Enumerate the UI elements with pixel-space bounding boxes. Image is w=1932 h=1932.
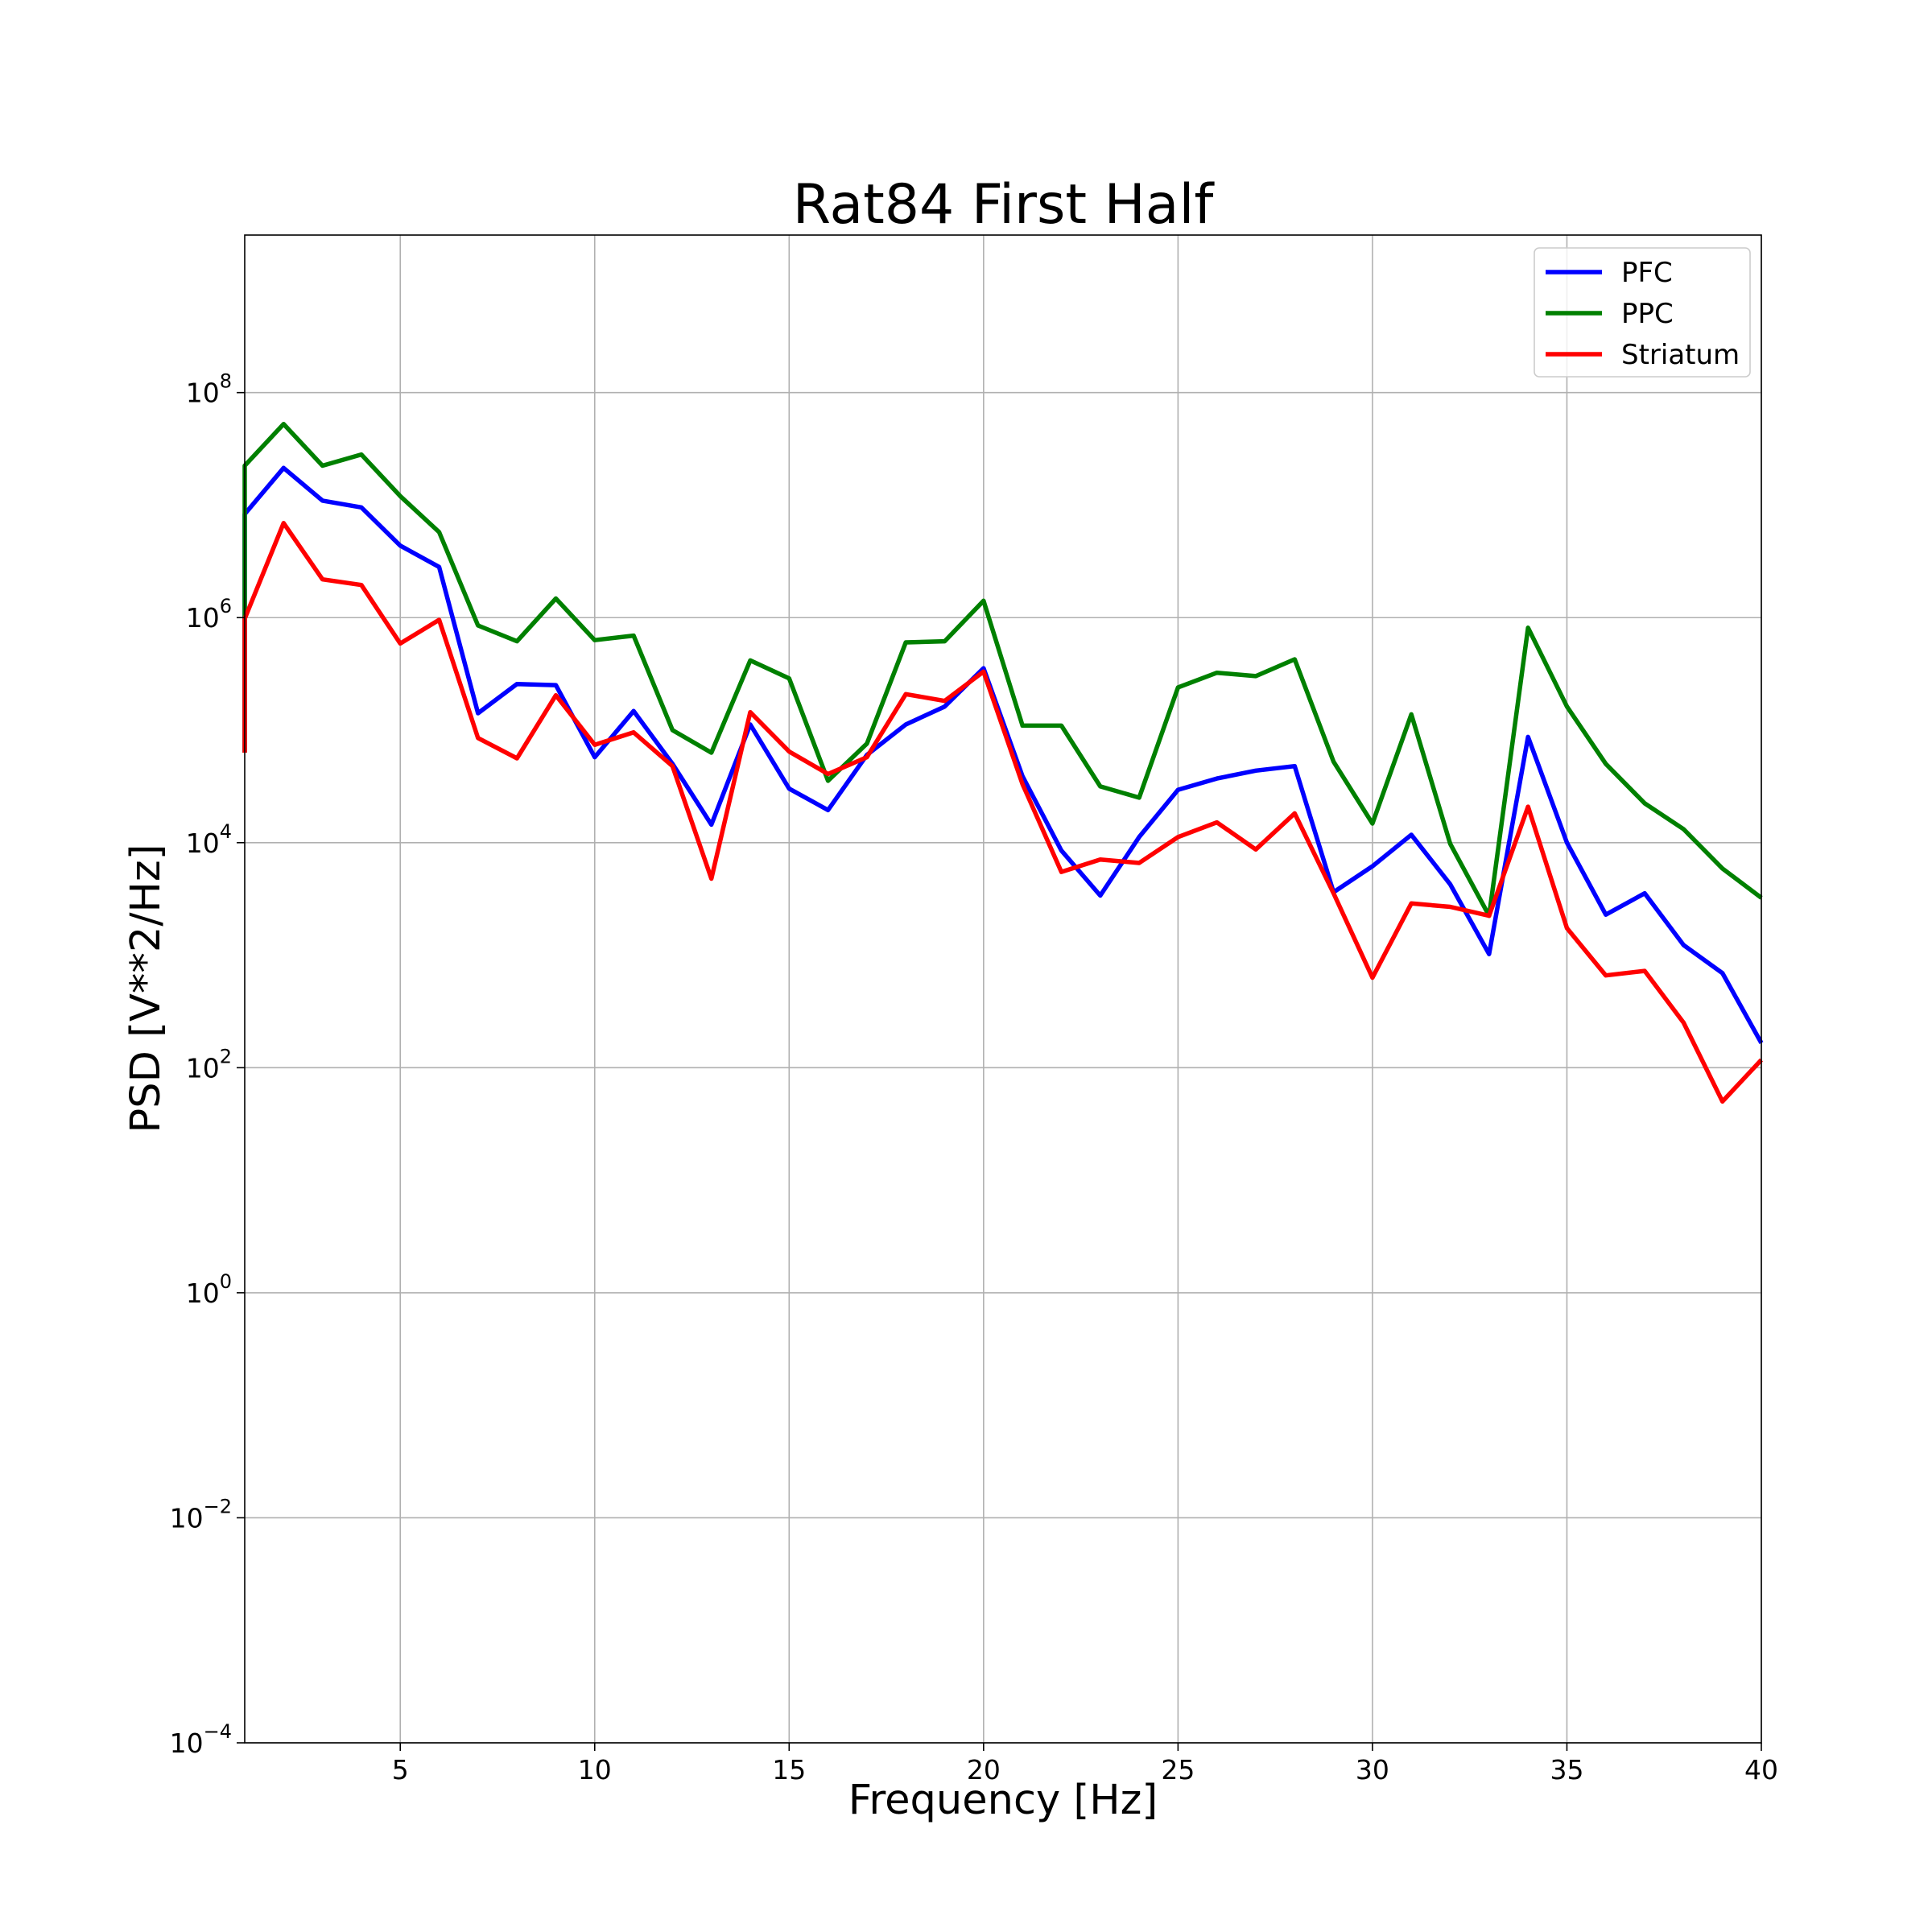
y-tick-label: 10−4 <box>170 1720 232 1759</box>
tick-layer: 5 10 15 20 25 30 35 40 10−4 10−2 100 102 104 106 108 <box>170 370 1778 1785</box>
legend-label-pfc: PFC <box>1621 257 1673 289</box>
series-layer <box>242 422 1764 1104</box>
legend-label-striatum: Striatum <box>1621 339 1740 371</box>
legend: PFC PPC Striatum <box>1534 247 1751 378</box>
x-tick-label: 5 <box>392 1754 409 1785</box>
x-tick-label: 30 <box>1356 1754 1389 1785</box>
x-tick-label: 25 <box>1161 1754 1195 1785</box>
legend-box <box>1534 247 1751 378</box>
chart-title: Rat84 First Half <box>793 173 1216 237</box>
y-axis-label: PSD [V**2/Hz] <box>122 844 170 1133</box>
y-tick-label: 10−2 <box>170 1495 232 1534</box>
series-line-striatum <box>242 521 1764 1104</box>
x-tick-label: 40 <box>1744 1754 1778 1785</box>
x-tick-label: 35 <box>1550 1754 1583 1785</box>
grid-layer <box>245 235 1762 1744</box>
series-line-pfc <box>242 465 1764 1044</box>
y-tick-label: 100 <box>186 1270 232 1309</box>
plot-frame <box>244 234 1762 1744</box>
x-tick-label: 10 <box>578 1754 612 1785</box>
x-tick-label: 20 <box>967 1754 1001 1785</box>
y-tick-label: 102 <box>186 1045 232 1084</box>
y-tick-label: 104 <box>186 820 232 859</box>
x-tick-label: 15 <box>772 1754 806 1785</box>
y-tick-label: 108 <box>186 370 232 409</box>
legend-label-ppc: PPC <box>1621 298 1674 330</box>
y-tick-label: 106 <box>186 595 232 634</box>
series-line-ppc <box>242 422 1763 919</box>
x-axis-label: Frequency [Hz] <box>848 1777 1158 1824</box>
